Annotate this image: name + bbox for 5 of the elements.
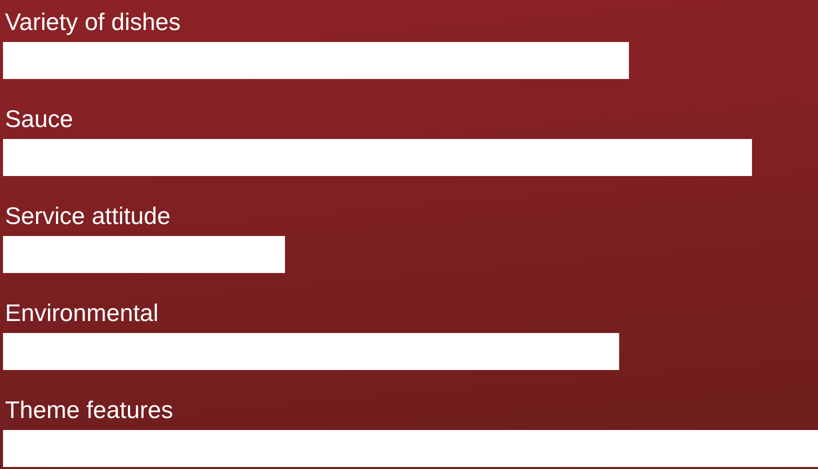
y-tick-label: Theme features — [5, 397, 174, 424]
y-tick-label: Sauce — [5, 106, 74, 133]
y-tick-label: Service attitude — [5, 203, 170, 230]
y-tick-label: Variety of dishes — [5, 9, 181, 36]
y-tick-label: Environmental — [5, 300, 158, 327]
